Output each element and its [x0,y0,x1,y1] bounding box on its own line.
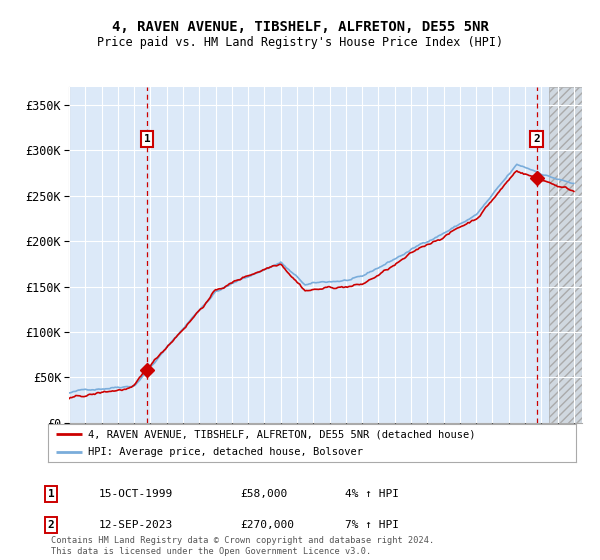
Text: 2: 2 [47,520,55,530]
Text: Contains HM Land Registry data © Crown copyright and database right 2024.
This d: Contains HM Land Registry data © Crown c… [51,536,434,556]
Text: 2: 2 [533,134,540,144]
Text: HPI: Average price, detached house, Bolsover: HPI: Average price, detached house, Bols… [88,447,362,457]
Text: 4% ↑ HPI: 4% ↑ HPI [345,489,399,499]
Text: £58,000: £58,000 [240,489,287,499]
Bar [550,87,582,423]
Text: 1: 1 [47,489,55,499]
Text: £270,000: £270,000 [240,520,294,530]
Text: 7% ↑ HPI: 7% ↑ HPI [345,520,399,530]
Text: 4, RAVEN AVENUE, TIBSHELF, ALFRETON, DE55 5NR (detached house): 4, RAVEN AVENUE, TIBSHELF, ALFRETON, DE5… [88,429,475,439]
Text: 15-OCT-1999: 15-OCT-1999 [99,489,173,499]
Text: 4, RAVEN AVENUE, TIBSHELF, ALFRETON, DE55 5NR: 4, RAVEN AVENUE, TIBSHELF, ALFRETON, DE5… [112,20,488,34]
Text: 1: 1 [143,134,151,144]
Text: 12-SEP-2023: 12-SEP-2023 [99,520,173,530]
Text: Price paid vs. HM Land Registry's House Price Index (HPI): Price paid vs. HM Land Registry's House … [97,36,503,49]
